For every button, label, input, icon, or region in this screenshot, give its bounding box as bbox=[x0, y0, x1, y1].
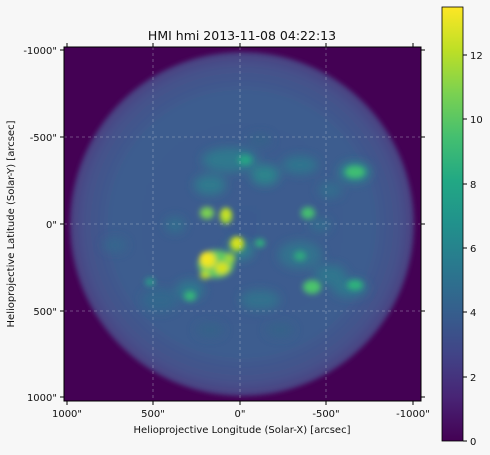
y-tick-label: 1000" bbox=[27, 393, 57, 404]
plot-title: HMI hmi 2013-11-08 04:22:13 bbox=[148, 28, 336, 43]
active-regions bbox=[145, 155, 365, 301]
colorbar-tick-label: 0 bbox=[470, 437, 476, 448]
colorbar-tick-label: 4 bbox=[470, 308, 476, 319]
x-tick-label: -500" bbox=[312, 409, 339, 420]
y-tick-labels: -1000" -500" 0" 500" 1000" bbox=[23, 46, 57, 404]
solar-disk bbox=[70, 52, 414, 396]
x-tick-label: 1000" bbox=[52, 409, 82, 420]
x-tick-labels: 1000" 500" 0" -500" -1000" bbox=[52, 409, 430, 420]
y-tick-label: 500" bbox=[33, 307, 57, 318]
colorbar-tick-label: 2 bbox=[470, 373, 476, 384]
y-tick-label: -1000" bbox=[23, 46, 57, 57]
core-hotspots bbox=[202, 210, 240, 262]
x-tick-label: -1000" bbox=[396, 409, 430, 420]
x-tick-label: 0" bbox=[235, 409, 246, 420]
colorbar-gradient bbox=[441, 6, 464, 442]
colorbar-tick-label: 12 bbox=[470, 51, 483, 62]
x-tick-label: 500" bbox=[141, 409, 165, 420]
colorbar: 0 2 4 6 8 10 12 bbox=[441, 6, 483, 448]
y-axis-label: Helioprojective Latitude (Solar-Y) [arcs… bbox=[6, 120, 17, 327]
y-tick-label: -500" bbox=[30, 133, 57, 144]
y-tick-label: 0" bbox=[46, 220, 57, 231]
x-axis-label: Helioprojective Longitude (Solar-X) [arc… bbox=[134, 425, 351, 436]
colorbar-tick-label: 6 bbox=[470, 244, 476, 255]
colorbar-tick-label: 8 bbox=[470, 180, 476, 191]
axis-ticks bbox=[60, 43, 425, 405]
solar-image bbox=[64, 47, 421, 401]
grid-lines bbox=[64, 47, 421, 401]
colorbar-tick-label: 10 bbox=[470, 115, 483, 126]
magnetic-network bbox=[103, 134, 371, 337]
